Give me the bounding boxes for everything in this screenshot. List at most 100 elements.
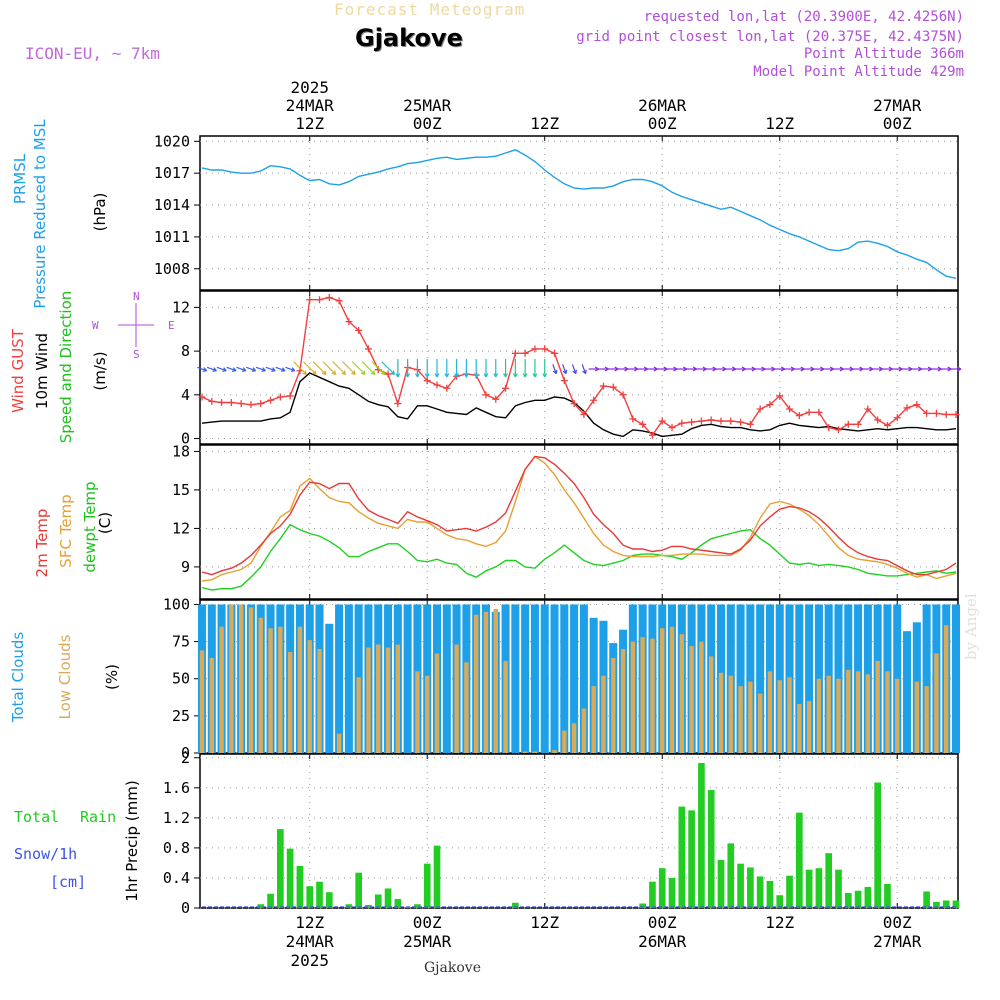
wind-arrow	[361, 361, 376, 375]
total-cloud-bar	[550, 604, 559, 753]
gust-marker	[776, 392, 784, 400]
total-cloud-bar	[589, 617, 598, 753]
gust-marker	[306, 296, 314, 304]
low-cloud-bar	[336, 733, 342, 753]
low-cloud-bar	[846, 669, 851, 753]
gust-marker	[502, 384, 510, 392]
wind-arrow-head	[722, 366, 727, 372]
y-tick-label: 0	[181, 430, 190, 448]
wind-arrow-head	[692, 366, 697, 372]
low-cloud-bar	[708, 656, 714, 753]
top-time-label: 00Z	[648, 114, 677, 133]
rain-bar	[952, 900, 960, 908]
y-tick-label: 0	[181, 899, 190, 917]
low-cloud-bar	[219, 626, 224, 753]
total-cloud-bar	[325, 623, 334, 753]
low-cloud-bar	[640, 637, 645, 753]
low-cloud-bar	[718, 672, 724, 753]
total-cloud-bar	[579, 604, 588, 753]
gust-marker	[247, 401, 255, 409]
wind-arrow-head	[562, 369, 568, 375]
wind-arrow-head	[849, 366, 854, 372]
gust-marker	[825, 424, 833, 432]
total-cloud-bar	[736, 604, 745, 753]
low-cloud-bar	[248, 607, 254, 753]
wind-arrow	[302, 361, 317, 375]
rain-bar	[394, 898, 402, 908]
wind-arrow-head	[820, 366, 825, 372]
wind-arrow	[571, 364, 577, 374]
gust-marker	[560, 377, 568, 385]
wind-arrow-head	[829, 366, 834, 372]
top-time-label: 27MAR	[873, 96, 922, 115]
rain-bar	[884, 883, 891, 908]
rain-bar	[874, 782, 881, 908]
low-cloud-bar	[552, 750, 557, 753]
gust-marker	[854, 420, 862, 428]
rain-bar	[512, 902, 519, 908]
gust-marker	[697, 417, 705, 425]
low-cloud-bar	[914, 681, 920, 753]
low-cloud-bar	[934, 653, 939, 753]
wind-arrow-head	[241, 367, 247, 372]
gust-marker	[864, 405, 872, 413]
bottom-time-label: 24MAR	[286, 932, 335, 951]
gust-marker	[844, 420, 852, 428]
wind-arrow-head	[771, 366, 776, 372]
wind-arrow-head	[321, 370, 327, 375]
gust-marker	[286, 392, 294, 400]
label-rain: Rain	[80, 808, 117, 826]
gust-marker	[531, 345, 539, 353]
wind-arrow-head	[454, 373, 460, 378]
low-cloud-bar	[757, 693, 763, 753]
rain-bar	[737, 863, 744, 908]
rain-bar	[639, 903, 646, 908]
total-cloud-bar	[746, 604, 755, 753]
bottom-time-label: 00Z	[648, 913, 677, 932]
rain-bar	[776, 895, 784, 908]
rain-bar	[658, 868, 666, 908]
grid-point-coords: grid point closest lon,lat (20.375E, 42.…	[576, 29, 964, 45]
wind-arrow-head	[552, 369, 558, 375]
y-tick-label: 0.8	[163, 839, 190, 857]
low-cloud-bar	[591, 686, 596, 753]
gust-marker	[648, 431, 656, 439]
gust-marker	[913, 401, 921, 409]
wind-arrow-head	[800, 366, 805, 372]
t2m-line	[201, 455, 957, 576]
gust-marker	[942, 410, 950, 418]
wind-arrow-head	[572, 369, 578, 375]
y-tick-label: 75	[172, 633, 190, 651]
wind-arrow-head	[290, 367, 296, 372]
wind-arrow	[381, 361, 395, 375]
total-cloud-bar	[540, 604, 549, 753]
rain-bar	[854, 890, 862, 908]
bottom-time-label: 25MAR	[403, 932, 452, 951]
total-cloud-bar	[805, 604, 814, 753]
low-cloud-bar	[699, 641, 704, 753]
gust-marker	[580, 410, 588, 418]
top-time-label: 00Z	[883, 114, 912, 133]
low-cloud-bar	[522, 751, 528, 753]
low-cloud-bar	[944, 625, 949, 753]
rain-bar	[404, 907, 411, 908]
wind-arrow-head	[424, 373, 430, 378]
wind-arrow-head	[712, 366, 717, 372]
rain-bar	[942, 900, 950, 908]
gust-marker	[433, 381, 441, 389]
y-tick-label: 0	[181, 744, 190, 762]
wind-arrow	[332, 361, 346, 375]
wind-arrow-head	[361, 370, 366, 375]
wind-arrow-head	[947, 366, 952, 372]
gust-marker	[267, 396, 275, 404]
gust-marker	[639, 420, 647, 428]
wind-arrow	[197, 366, 207, 372]
low-cloud-bar	[924, 686, 929, 753]
rain-bar	[933, 901, 940, 908]
wind-arrow-head	[312, 370, 317, 375]
gust-marker	[482, 391, 490, 399]
wind-arrow-head	[957, 366, 962, 372]
wind-arrow	[255, 366, 266, 372]
wind-arrow-head	[898, 366, 903, 372]
wind-arrow	[322, 361, 337, 375]
